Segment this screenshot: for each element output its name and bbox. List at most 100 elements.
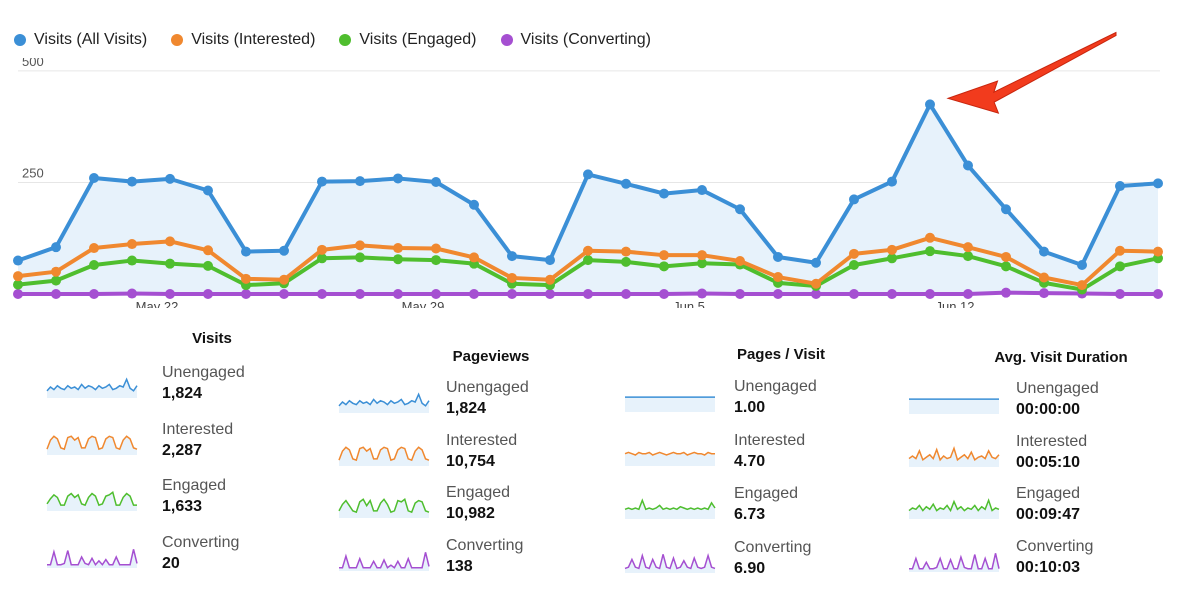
data-point <box>203 260 213 271</box>
data-point <box>127 176 137 187</box>
sparkline <box>624 451 715 466</box>
data-point <box>583 169 593 180</box>
sparkline <box>625 396 715 412</box>
segment-value: 1,824 <box>162 385 203 402</box>
data-point <box>849 248 859 259</box>
sparkline-area <box>909 552 999 572</box>
segment-label: Converting <box>734 538 812 556</box>
x-tick-label: Jun 12 <box>935 299 974 308</box>
segment-value: 1.00 <box>734 399 766 416</box>
data-point <box>279 289 289 299</box>
sparkline-line <box>908 445 1000 461</box>
segment-value: 10,754 <box>446 452 495 470</box>
data-point <box>13 279 23 290</box>
metric-title: Avg. Visit Duration <box>994 349 1128 366</box>
y-tick-label: 500 <box>22 58 44 69</box>
chart-legend: Visits (All Visits) Visits (Interested) Vi… <box>14 28 675 52</box>
data-point <box>165 258 175 269</box>
sparkline-area <box>339 446 429 466</box>
legend-item[interactable]: Visits (Interested) <box>171 31 315 49</box>
data-point <box>355 289 365 299</box>
sparkline-area <box>339 499 429 518</box>
data-point <box>659 261 669 272</box>
data-point <box>773 272 783 283</box>
sparkline <box>908 445 1000 467</box>
data-point <box>811 289 821 299</box>
data-point <box>241 289 251 299</box>
data-point <box>51 266 61 277</box>
legend-item[interactable]: Visits (Engaged) <box>339 31 477 49</box>
data-point <box>849 194 859 205</box>
segment-value: 4.70 <box>734 452 766 470</box>
segment-label: Engaged <box>1016 485 1081 502</box>
segment-value: 00:00:00 <box>1016 401 1081 418</box>
data-point <box>203 245 213 256</box>
data-point <box>393 254 403 265</box>
all-visits-area <box>18 104 1158 294</box>
data-point <box>963 251 973 262</box>
data-point <box>621 256 631 267</box>
data-point <box>431 243 441 254</box>
legend-item[interactable]: Visits (All Visits) <box>14 31 147 49</box>
sparkline-area <box>47 379 137 398</box>
data-point <box>165 173 175 184</box>
annotation-arrow-icon <box>946 31 1117 114</box>
data-point <box>13 289 23 299</box>
data-point <box>355 252 365 263</box>
data-point <box>317 244 327 255</box>
sparkline <box>624 552 716 573</box>
sparkline <box>624 498 716 519</box>
data-point <box>203 185 213 196</box>
data-point <box>507 251 517 262</box>
data-point <box>1153 289 1163 299</box>
data-point <box>393 243 403 254</box>
segment-value: 00:09:47 <box>1016 506 1081 523</box>
segment-label: Unengaged <box>446 379 529 396</box>
legend-dot-icon <box>339 34 352 46</box>
data-point <box>925 246 935 257</box>
data-point <box>1077 260 1087 270</box>
segment-value: 1,633 <box>162 498 203 515</box>
sparkline-area <box>909 500 999 519</box>
metric-title: Visits <box>192 330 232 347</box>
data-point <box>583 245 593 256</box>
sparkline <box>909 398 999 414</box>
data-point <box>849 289 859 299</box>
segment-value: 6.73 <box>734 506 766 523</box>
segment-label: Engaged <box>446 484 511 501</box>
annotation-arrow-layer <box>946 31 1117 114</box>
data-point <box>887 253 897 264</box>
data-point <box>621 289 631 299</box>
data-point <box>51 289 61 299</box>
segment-value: 20 <box>162 554 180 572</box>
segment-value: 10,982 <box>446 505 495 522</box>
data-point <box>925 232 935 243</box>
data-point <box>431 255 441 266</box>
data-point <box>963 242 973 253</box>
sparkline-line <box>338 392 430 407</box>
metric-title: Pages / Visit <box>736 346 826 363</box>
legend-item[interactable]: Visits (Converting) <box>500 31 651 49</box>
data-point <box>89 289 99 299</box>
data-point <box>165 236 175 247</box>
data-point <box>659 289 669 299</box>
data-point <box>545 289 555 299</box>
data-point <box>469 252 479 263</box>
sparkline-area <box>909 399 999 414</box>
data-point <box>735 204 745 215</box>
data-point <box>1153 246 1163 257</box>
data-point <box>545 255 555 266</box>
data-point <box>1001 287 1011 298</box>
data-point <box>51 275 61 286</box>
data-point <box>507 272 517 283</box>
sparkline <box>338 392 430 413</box>
data-point <box>697 288 707 299</box>
segment-label: Engaged <box>162 477 227 494</box>
data-point <box>89 243 99 254</box>
sparkline-line <box>338 445 430 461</box>
data-point <box>697 250 707 261</box>
data-point <box>697 185 707 196</box>
x-tick-label: May 22 <box>136 299 179 308</box>
segment-value: 6.90 <box>734 559 766 577</box>
sparkline-area <box>47 435 137 455</box>
